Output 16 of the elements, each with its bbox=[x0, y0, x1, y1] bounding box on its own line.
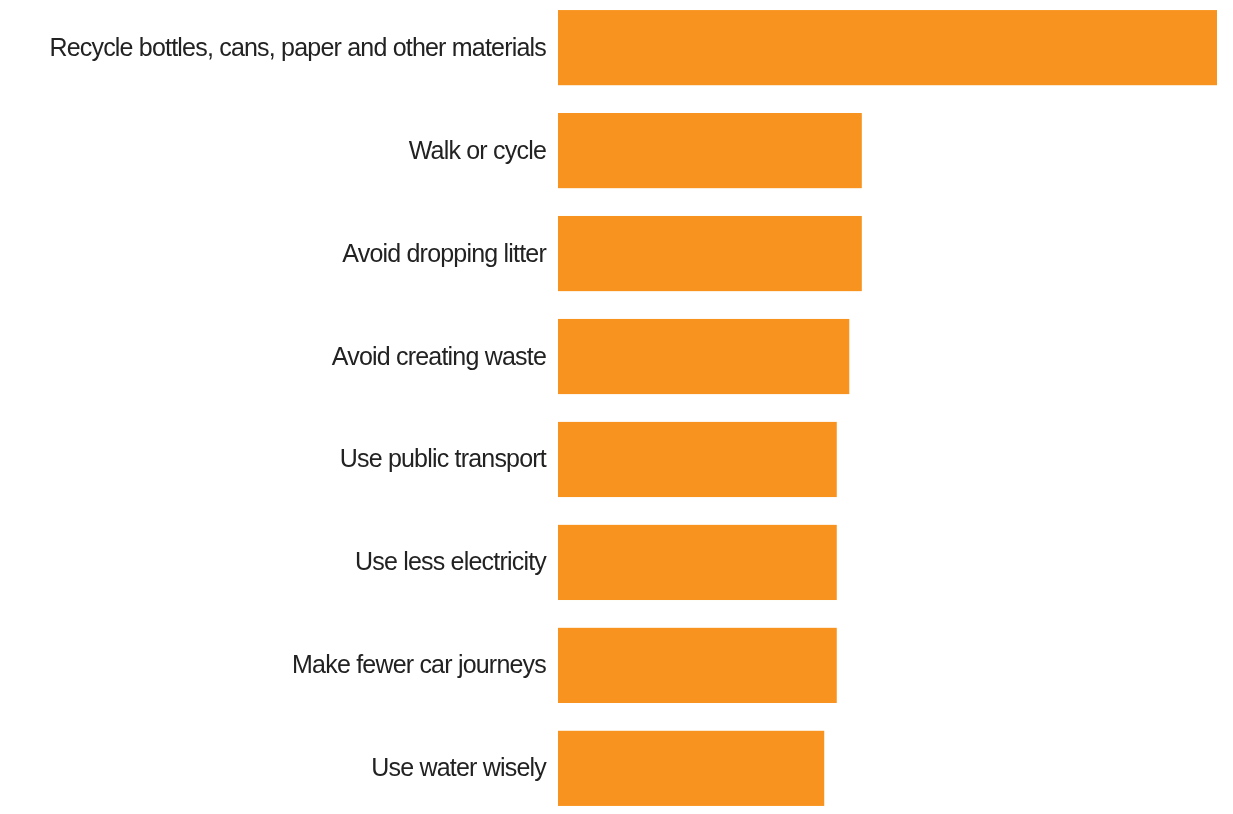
bar bbox=[558, 627, 837, 703]
bar bbox=[558, 113, 862, 189]
bar bbox=[558, 524, 837, 601]
bar bbox=[558, 421, 837, 498]
y-tick-label: Avoid creating waste bbox=[331, 341, 546, 370]
bar bbox=[558, 730, 825, 806]
y-tick-label: Make fewer car journeys bbox=[292, 650, 547, 679]
y-tick-label: Recycle bottles, cans, paper and other materials bbox=[49, 32, 547, 61]
bar bbox=[558, 318, 850, 395]
y-tick-label: Use public transport bbox=[339, 444, 547, 473]
y-tick-label: Walk or cycle bbox=[408, 135, 546, 164]
y-tick-label: Use water wisely bbox=[371, 753, 548, 782]
y-tick-label: Use less electricity bbox=[355, 547, 548, 576]
y-tick-label: Avoid dropping litter bbox=[342, 238, 547, 267]
bar bbox=[558, 10, 1217, 86]
bar bbox=[558, 215, 862, 292]
